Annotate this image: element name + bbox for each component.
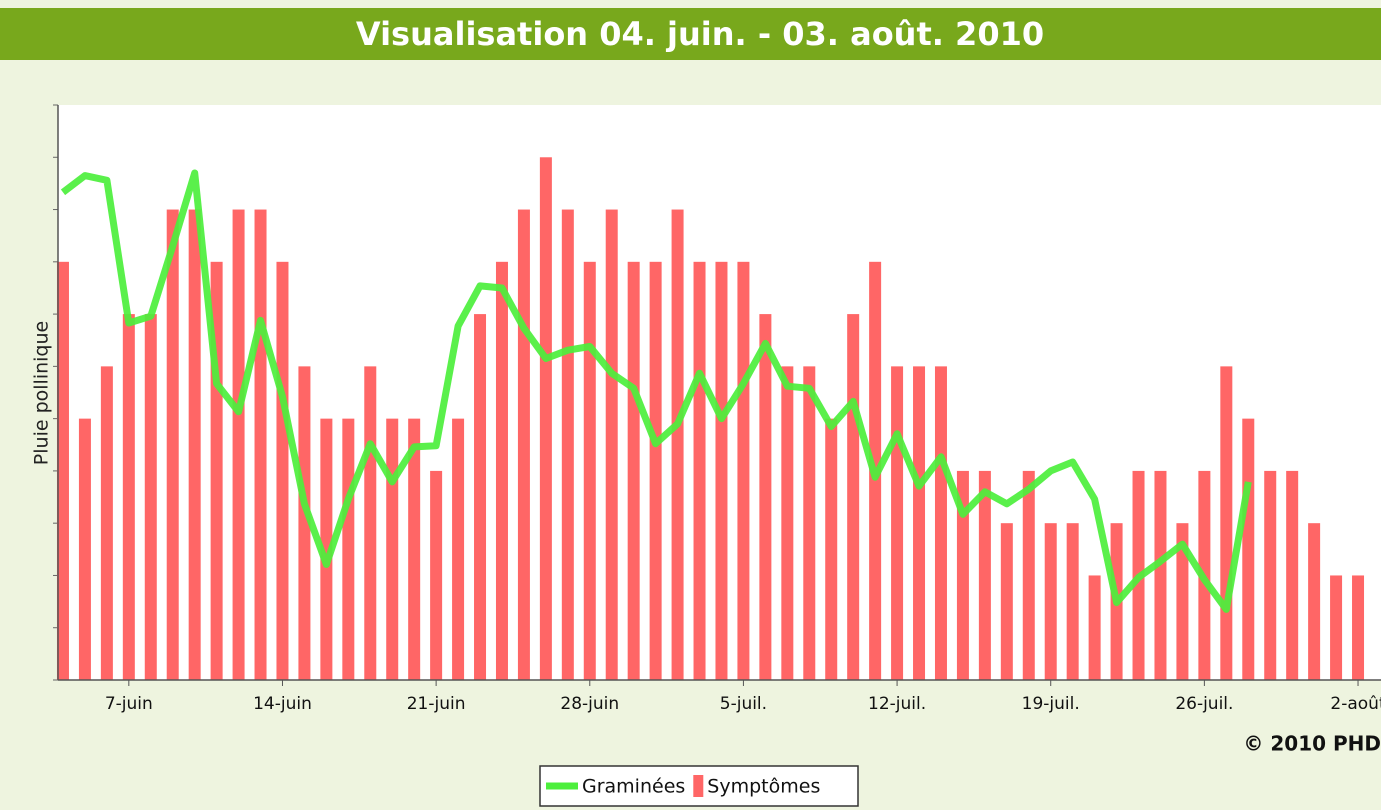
line: [60, 169, 1252, 613]
x-tick-label: 7-juin: [105, 694, 153, 714]
bar: [495, 261, 508, 680]
bar: [122, 314, 135, 680]
bar: [166, 209, 179, 680]
legend: Graminées Symptômes: [539, 765, 859, 807]
bar: [737, 261, 750, 680]
bar: [100, 366, 113, 680]
x-tick-label: 21-juin: [407, 694, 466, 714]
bar: [1220, 366, 1233, 680]
bar: [605, 209, 618, 680]
bar: [1022, 470, 1035, 680]
bar: [1352, 575, 1365, 680]
bar: [693, 261, 706, 680]
legend-swatch: [693, 775, 704, 797]
bar: [254, 209, 267, 680]
bar: [583, 261, 596, 680]
bar: [759, 314, 772, 680]
bar: [934, 366, 947, 680]
bar: [430, 470, 443, 680]
bar: [1066, 523, 1079, 680]
bar: [627, 261, 640, 680]
bar: [847, 314, 860, 680]
bar: [386, 418, 399, 680]
legend-label: Graminées: [582, 776, 685, 798]
bar: [474, 314, 487, 680]
bar: [276, 261, 289, 680]
title-bar: [0, 8, 1381, 60]
bar: [56, 261, 69, 680]
bar: [320, 418, 333, 680]
bar: [1154, 470, 1167, 680]
bar: [825, 418, 838, 680]
credit: © 2010 PHD: [1243, 732, 1381, 756]
bar: [517, 209, 530, 680]
bar: [956, 470, 969, 680]
bar: [649, 261, 662, 680]
x-tick-label: 2-août: [1330, 694, 1381, 714]
legend-label: Symptômes: [707, 776, 820, 798]
bar: [232, 209, 245, 680]
bar: [539, 157, 552, 681]
bar: [1044, 523, 1057, 680]
x-tick-label: 5-juil.: [720, 694, 767, 714]
bar: [1286, 470, 1299, 680]
bar: [978, 470, 991, 680]
bar: [342, 418, 355, 680]
bar: [803, 366, 816, 680]
bar: [78, 418, 91, 680]
bar: [1264, 470, 1277, 680]
bar: [452, 418, 465, 680]
x-tick-label: 12-juil.: [868, 694, 926, 714]
bar: [188, 209, 201, 680]
bar: [408, 418, 421, 680]
bar: [781, 366, 794, 680]
chart-title: Visualisation 04. juin. - 03. août. 2010: [356, 15, 1044, 53]
y-axis-label: Pluie pollinique: [31, 321, 53, 465]
bar: [1242, 418, 1255, 680]
x-tick-label: 28-juin: [560, 694, 619, 714]
bar: [1308, 523, 1321, 680]
bar: [364, 366, 377, 680]
bar: [715, 261, 728, 680]
x-tick-label: 19-juil.: [1022, 694, 1080, 714]
bar: [891, 366, 904, 680]
x-tick-label: 26-juil.: [1175, 694, 1233, 714]
bar: [298, 366, 311, 680]
bar: [561, 209, 574, 680]
bar: [1000, 523, 1013, 680]
bar: [1176, 523, 1189, 680]
bar: [1330, 575, 1343, 680]
bar: [144, 314, 157, 680]
x-tick-label: 14-juin: [253, 694, 312, 714]
bar: [1088, 575, 1101, 680]
bar: [671, 209, 684, 680]
bar: [913, 366, 926, 680]
